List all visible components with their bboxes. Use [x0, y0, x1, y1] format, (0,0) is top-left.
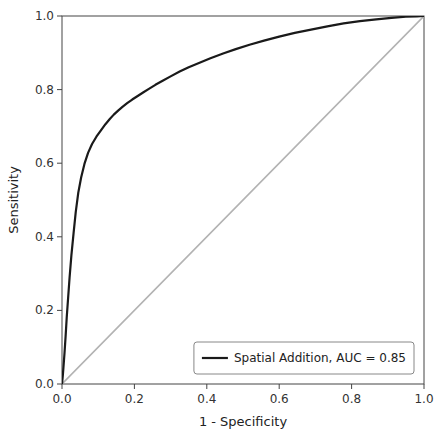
y-axis-label: Sensitivity: [6, 166, 21, 234]
tick: [351, 384, 352, 389]
tick: [57, 89, 62, 90]
tick-label: 0.2: [125, 392, 144, 406]
tick-label: 0.4: [35, 230, 54, 244]
background: [0, 0, 440, 440]
legend-label: Spatial Addition, AUC = 0.85: [234, 351, 406, 365]
tick-label: 0.2: [35, 303, 54, 317]
tick: [57, 16, 62, 17]
tick-label: 0.8: [342, 392, 361, 406]
tick: [57, 163, 62, 164]
tick: [134, 384, 135, 389]
tick-label: 0.0: [35, 377, 54, 391]
tick: [57, 310, 62, 311]
tick-label: 1.0: [414, 392, 433, 406]
legend-swatch: [202, 357, 228, 359]
tick-label: 0.6: [35, 156, 54, 170]
axes: 0.0 0.2 0.4 0.6 0.8 1.0 0.0 0.2 0.4 0.6 0.8 1.0: [35, 9, 434, 406]
legend: Spatial Addition, AUC = 0.85: [194, 342, 414, 374]
tick: [62, 384, 63, 389]
reference-line: [62, 16, 424, 384]
x-axis-label: 1 - Specificity: [199, 414, 288, 429]
tick-label: 0.6: [270, 392, 289, 406]
legend-box: [194, 342, 414, 374]
tick: [57, 384, 62, 385]
tick: [424, 384, 425, 389]
tick-label: 0.0: [52, 392, 71, 406]
tick: [206, 384, 207, 389]
tick: [57, 236, 62, 237]
plot-area: [62, 16, 424, 384]
tick: [279, 384, 280, 389]
tick-label: 0.4: [197, 392, 216, 406]
tick-label: 0.8: [35, 83, 54, 97]
roc-curve: [62, 16, 424, 384]
tick-label: 1.0: [35, 9, 54, 23]
chart: 0.0 0.2 0.4 0.6 0.8 1.0 0.0 0.2 0.4 0.6 0.8 1.0 1 - …: [0, 0, 440, 440]
plot-frame: [62, 16, 424, 384]
